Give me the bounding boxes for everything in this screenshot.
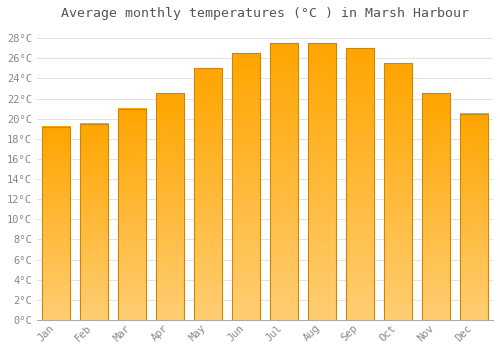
Bar [156,93,184,320]
Bar [118,108,146,320]
Bar [422,93,450,320]
Bar [42,127,70,320]
Bar [194,68,222,320]
Title: Average monthly temperatures (°C ) in Marsh Harbour: Average monthly temperatures (°C ) in Ma… [61,7,469,20]
Bar [384,63,412,320]
Bar [270,43,298,320]
Bar [346,48,374,320]
Bar [308,43,336,320]
Bar [460,114,488,320]
Bar [232,53,260,320]
Bar [80,124,108,320]
